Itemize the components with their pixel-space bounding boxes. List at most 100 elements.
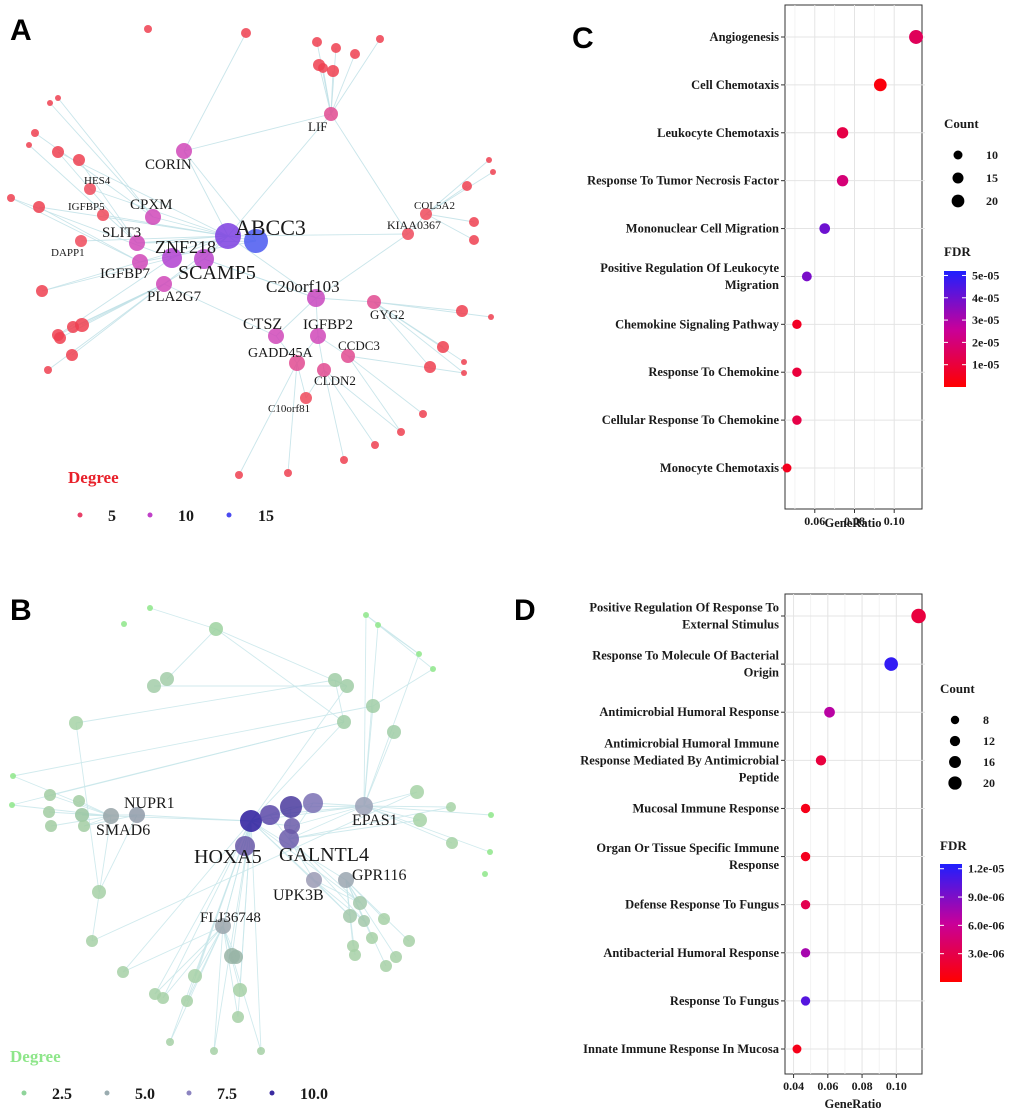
network-node [284, 469, 292, 477]
network-node [487, 849, 493, 855]
network-edge [183, 32, 247, 152]
network-node [461, 370, 467, 376]
network-edge [122, 820, 252, 973]
network-node [235, 836, 255, 856]
network-edge [315, 233, 409, 299]
network-node [66, 349, 78, 361]
plot-d-fdr-legend: FDR 3.0e-06 6.0e-06 9.0e-06 1.2e-05 [940, 838, 1004, 982]
fdr-tick-label: 4e-05 [972, 291, 999, 305]
count-legend-label: 16 [983, 755, 995, 769]
network-node [232, 1011, 244, 1023]
count-legend-dot [948, 776, 962, 790]
category-label: Migration [725, 278, 779, 292]
network-node [328, 673, 342, 687]
panel-letter-a: A [10, 14, 32, 47]
network-node [343, 909, 357, 923]
x-tick-label: 0.06 [804, 514, 825, 528]
data-point [792, 367, 802, 377]
network-edge [373, 301, 431, 368]
network-node [337, 715, 351, 729]
dotplot-c: Angiogenesis Cell Chemotaxis Leukocyte Che… [587, 4, 999, 530]
data-point [801, 271, 812, 282]
degree-legend-label: 2.5 [52, 1086, 72, 1103]
gene-node [215, 918, 231, 934]
node-label: C20orf103 [266, 277, 340, 296]
category-label: Response Mediated By Antimicrobial [580, 753, 779, 767]
network-edge [330, 38, 381, 115]
category-label: Organ Or Tissue Specific Immune [596, 841, 779, 855]
network-edge [238, 362, 298, 476]
network-edge [288, 838, 365, 922]
degree-legend-label: 5 [108, 508, 116, 525]
gene-node [129, 807, 145, 823]
panel-letter-b: B [10, 594, 32, 627]
network-node [188, 969, 202, 983]
category-label: Response To Chemokine [648, 365, 779, 379]
network-edge [57, 151, 138, 244]
network-node [349, 949, 361, 961]
network-node [147, 605, 153, 611]
network-edge [372, 668, 434, 707]
count-legend-title: Count [944, 116, 979, 131]
node-label: GPR116 [352, 867, 407, 884]
network-node [376, 35, 384, 43]
category-label: Origin [744, 666, 779, 680]
network-edge [149, 607, 217, 630]
network-node [303, 793, 323, 813]
network-a-nodes [7, 25, 496, 479]
degree-legend-a: Degree 5 10 15 [68, 468, 274, 525]
node-label: CTSZ [243, 316, 282, 333]
network-edge [330, 70, 334, 115]
network-edge [323, 369, 345, 461]
degree-legend-dot [147, 512, 153, 518]
network-edge [215, 628, 348, 687]
network-edge [75, 722, 100, 893]
plot-d-dots [792, 608, 926, 1054]
network-edge [78, 159, 138, 244]
degree-legend-dot [269, 1090, 275, 1096]
network-node [340, 456, 348, 464]
fdr-legend-ticks: 1e-05 2e-05 3e-05 4e-05 5e-05 [944, 268, 999, 372]
network-node [363, 612, 369, 618]
fdr-tick-label: 9.0e-06 [968, 890, 1004, 904]
network-edge [139, 235, 229, 263]
degree-legend-b: Degree 2.5 5.0 7.5 10.0 [10, 1047, 328, 1103]
count-legend-dot [953, 150, 963, 160]
network-edge [49, 721, 345, 796]
network-node [157, 992, 169, 1004]
network-edge [363, 791, 418, 807]
node-label: CCDC3 [338, 338, 380, 353]
network-edge [41, 257, 173, 292]
network-edge [275, 297, 317, 337]
data-point [800, 899, 811, 910]
plot-d-count-legend: Count 8 12 16 20 [940, 681, 995, 790]
gene-node [338, 872, 354, 888]
network-edge [290, 805, 365, 808]
fdr-tick-label: 2e-05 [972, 335, 999, 349]
gene-node [176, 143, 192, 159]
degree-legend-label: 7.5 [217, 1086, 237, 1103]
count-legend-dot [950, 715, 960, 725]
gene-node [341, 349, 355, 363]
node-label: HOXA5 [194, 846, 262, 868]
network-node [366, 699, 380, 713]
count-legend-label: 20 [986, 194, 998, 208]
network-node [160, 672, 174, 686]
gene-node [145, 209, 161, 225]
node-label: CLDN2 [314, 373, 356, 388]
x-tick-label: 0.08 [844, 514, 865, 528]
network-node [446, 837, 458, 849]
dotplot-d: Positive Regulation Of Response To Extern… [580, 593, 1004, 1111]
gene-node [310, 328, 326, 344]
network-edge [154, 925, 224, 995]
network-edge [250, 820, 351, 917]
node-label: COL5A2 [414, 200, 455, 212]
gene-node [324, 107, 338, 121]
network-node [486, 157, 492, 163]
network-edge [425, 171, 494, 215]
network-edge [57, 151, 229, 237]
network-node [233, 983, 247, 997]
count-legend-title: Count [940, 681, 975, 696]
fdr-tick-label: 1e-05 [972, 358, 999, 372]
data-point [909, 30, 924, 44]
